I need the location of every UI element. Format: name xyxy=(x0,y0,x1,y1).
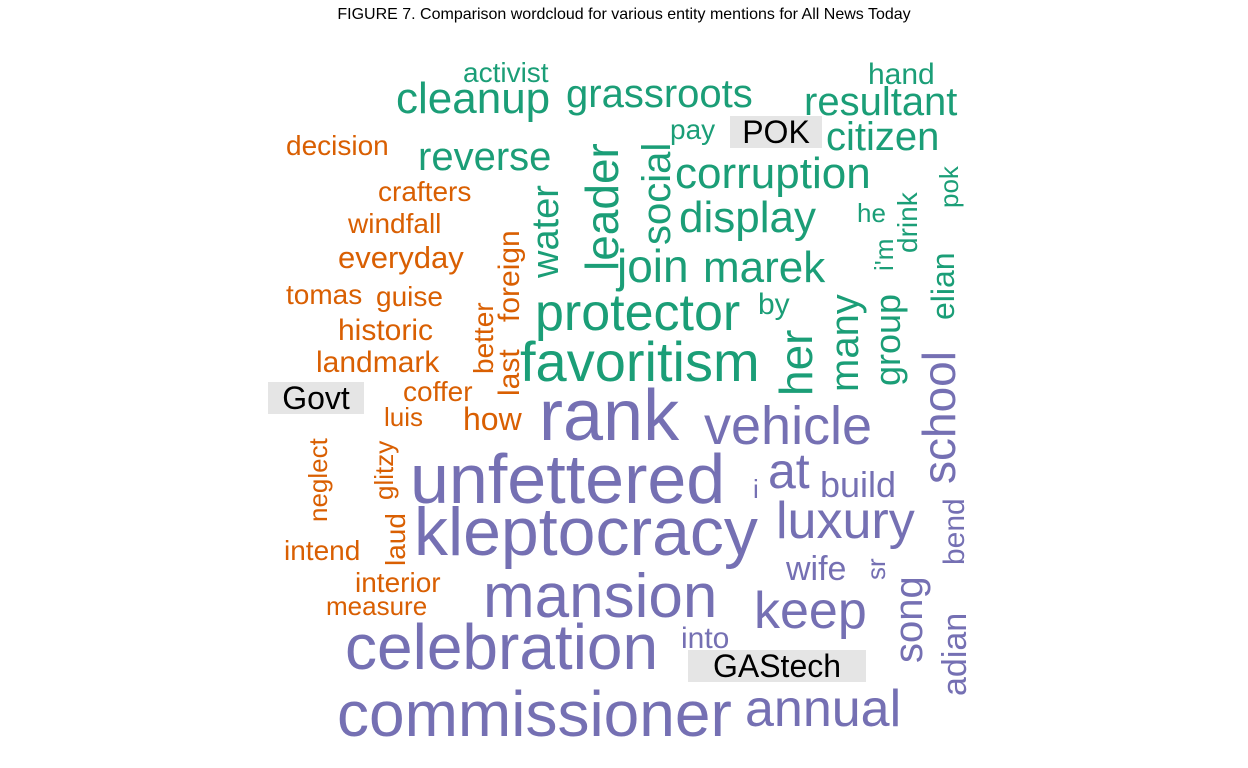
word-laud: laud xyxy=(380,513,411,566)
word-how: how xyxy=(463,401,523,437)
word-kleptocracy: kleptocracy xyxy=(414,494,758,570)
word-historic: historic xyxy=(338,314,433,347)
word-rank: rank xyxy=(539,376,680,456)
word-reverse: reverse xyxy=(418,135,551,179)
word-coffer: coffer xyxy=(403,376,473,407)
word-her: her xyxy=(770,330,822,396)
word-i-m: i'm xyxy=(869,239,899,271)
word-keep: keep xyxy=(754,582,867,640)
word-school: school xyxy=(913,351,965,484)
word-group: group xyxy=(867,294,908,386)
word-water: water xyxy=(525,185,567,279)
word-landmark: landmark xyxy=(316,346,440,379)
word-into: into xyxy=(681,622,729,655)
word-grassroots: grassroots xyxy=(566,72,753,116)
word-adian: adian xyxy=(936,613,974,696)
word-decision: decision xyxy=(286,130,389,161)
word-pay: pay xyxy=(670,114,715,145)
group-label-pok: POK xyxy=(742,114,810,150)
word-song: song xyxy=(887,576,931,663)
word-annual: annual xyxy=(745,680,901,738)
word-resultant: resultant xyxy=(804,80,957,124)
word-everyday: everyday xyxy=(338,240,464,275)
word-measure: measure xyxy=(326,591,427,621)
word-i: i xyxy=(753,474,759,504)
word-glitzy: glitzy xyxy=(369,441,399,500)
word-many: many xyxy=(823,294,867,392)
word-pok: pok xyxy=(934,165,964,208)
word-by: by xyxy=(758,288,790,321)
word-activist: activist xyxy=(463,57,549,88)
word-celebration: celebration xyxy=(345,611,658,683)
word-bend: bend xyxy=(938,498,971,565)
word-corruption: corruption xyxy=(675,149,871,198)
word-last: last xyxy=(493,349,526,396)
word-neglect: neglect xyxy=(303,437,333,522)
word-hand: hand xyxy=(868,58,935,91)
group-label-box-govt xyxy=(268,382,364,414)
word-drink: drink xyxy=(892,191,923,253)
word-mansion: mansion xyxy=(483,562,717,631)
word-protector: protector xyxy=(535,284,740,342)
word-favoritism: favoritism xyxy=(520,330,760,393)
word-he: he xyxy=(857,198,886,228)
word-at: at xyxy=(768,443,810,499)
word-windfall: windfall xyxy=(347,208,441,239)
word-elian: elian xyxy=(925,252,961,320)
word-unfettered: unfettered xyxy=(410,440,725,518)
word-sr: sr xyxy=(861,558,891,580)
word-build: build xyxy=(820,464,896,505)
word-cleanup: cleanup xyxy=(396,74,550,123)
word-vehicle: vehicle xyxy=(704,396,872,456)
word-wife: wife xyxy=(785,550,846,588)
word-crafters: crafters xyxy=(378,176,471,207)
word-foreign: foreign xyxy=(493,230,526,322)
word-better: better xyxy=(468,302,499,374)
word-guise: guise xyxy=(376,281,443,312)
word-display: display xyxy=(679,193,816,242)
word-marek: marek xyxy=(703,243,826,292)
word-interior: interior xyxy=(355,567,441,598)
word-social: social xyxy=(635,143,679,245)
word-luis: luis xyxy=(384,402,423,432)
group-label-govt: Govt xyxy=(282,380,350,416)
word-intend: intend xyxy=(284,535,360,566)
word-leader: leader xyxy=(576,143,628,271)
word-citizen: citizen xyxy=(826,115,939,159)
group-label-box-pok xyxy=(730,116,822,148)
word-commissioner: commissioner xyxy=(337,678,732,750)
word-luxury: luxury xyxy=(776,492,915,550)
group-label-gastech: GAStech xyxy=(713,648,841,684)
chart-title: FIGURE 7. Comparison wordcloud for vario… xyxy=(337,6,911,23)
word-join: join xyxy=(615,240,689,292)
group-label-box-gastech xyxy=(688,650,866,682)
word-tomas: tomas xyxy=(286,279,362,310)
